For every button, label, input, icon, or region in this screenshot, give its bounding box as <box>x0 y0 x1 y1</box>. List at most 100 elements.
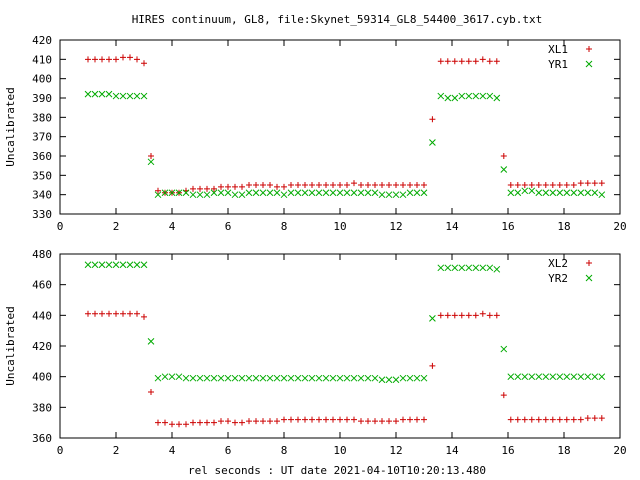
data-point <box>458 92 466 100</box>
x-tick-label: 14 <box>445 220 459 233</box>
data-point <box>521 182 528 188</box>
data-point <box>500 345 508 353</box>
data-point <box>344 416 350 423</box>
data-point <box>437 264 445 272</box>
data-point <box>260 182 266 188</box>
data-point <box>556 373 564 381</box>
data-point <box>98 90 106 98</box>
data-point <box>400 416 406 423</box>
data-point <box>465 92 473 100</box>
data-point <box>591 415 598 422</box>
data-point <box>295 182 301 188</box>
y-axis-label: Uncalibrated <box>4 306 17 385</box>
data-point <box>119 261 127 269</box>
data-point <box>577 373 585 381</box>
data-point <box>99 56 105 63</box>
data-point <box>351 180 357 187</box>
data-point <box>224 189 232 197</box>
data-point <box>190 185 196 192</box>
data-point <box>364 189 372 197</box>
data-point <box>549 373 557 381</box>
data-point <box>112 261 120 269</box>
x-axis-label: rel seconds : UT date 2021-04-10T10:20:1… <box>188 464 486 477</box>
data-point <box>591 373 599 381</box>
data-point <box>98 261 106 269</box>
data-point <box>225 418 231 425</box>
data-point <box>563 373 571 381</box>
data-point <box>176 421 182 428</box>
data-point <box>105 90 113 98</box>
data-point <box>288 416 294 423</box>
data-point <box>119 92 127 100</box>
y-tick-label: 350 <box>32 169 52 182</box>
data-point <box>444 58 451 65</box>
data-point <box>372 418 378 425</box>
x-tick-label: 18 <box>557 220 570 233</box>
data-point <box>556 416 563 423</box>
data-point <box>155 419 161 426</box>
data-point <box>429 139 436 146</box>
x-tick-label: 6 <box>225 444 232 457</box>
series-xl2 <box>85 310 605 428</box>
data-point <box>161 373 169 381</box>
data-point <box>106 56 112 63</box>
data-point <box>393 418 399 425</box>
y-tick-label: 420 <box>32 34 52 47</box>
data-point <box>420 189 428 197</box>
data-point <box>287 374 295 382</box>
data-point <box>274 183 280 190</box>
data-point <box>336 374 344 382</box>
data-point <box>155 187 161 194</box>
data-point <box>591 180 598 187</box>
data-point <box>210 374 218 382</box>
data-point <box>451 264 459 272</box>
data-point <box>154 191 162 199</box>
series-yr2 <box>84 261 606 384</box>
data-point <box>203 374 211 382</box>
data-point <box>413 189 421 197</box>
data-point <box>231 191 239 199</box>
data-point <box>570 373 578 381</box>
data-point <box>472 58 479 65</box>
data-point <box>493 94 501 102</box>
plot-frame <box>59 253 621 439</box>
data-point <box>365 418 371 425</box>
data-point <box>379 418 385 425</box>
data-point <box>225 183 231 190</box>
data-point <box>113 56 119 63</box>
data-point <box>161 189 169 197</box>
data-point <box>451 58 458 65</box>
data-point <box>316 416 322 423</box>
data-point <box>549 182 556 188</box>
data-point <box>521 416 528 423</box>
data-point <box>217 374 225 382</box>
data-point <box>542 373 550 381</box>
x-tick-label: 8 <box>281 220 288 233</box>
data-point <box>245 374 253 382</box>
data-point <box>563 189 571 197</box>
data-point <box>542 189 550 197</box>
x-tick-label: 12 <box>389 220 402 233</box>
data-point <box>204 185 210 192</box>
data-point <box>84 261 92 269</box>
data-point <box>371 374 379 382</box>
data-point <box>246 418 252 425</box>
data-point <box>329 374 337 382</box>
data-point <box>535 416 542 423</box>
data-point <box>535 373 543 381</box>
data-point <box>385 376 393 384</box>
data-point <box>274 418 280 425</box>
data-point <box>472 264 480 272</box>
series-yr1 <box>84 90 606 199</box>
data-point <box>570 189 578 197</box>
data-point <box>253 182 259 188</box>
data-point <box>406 374 414 382</box>
y-tick-label: 390 <box>32 92 52 105</box>
x-tick-label: 2 <box>113 220 120 233</box>
data-point <box>315 189 323 197</box>
data-point <box>500 153 507 159</box>
data-point <box>407 182 413 188</box>
y-tick-label: 480 <box>32 248 52 261</box>
x-tick-label: 8 <box>281 444 288 457</box>
data-point <box>309 416 315 423</box>
